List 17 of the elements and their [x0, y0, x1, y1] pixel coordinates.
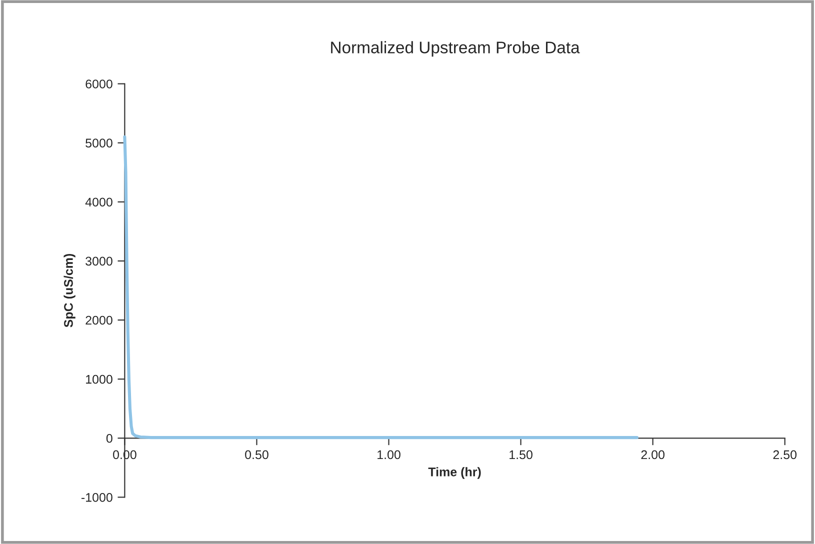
y-tick-label: -1000 — [81, 493, 112, 502]
x-tick-label: 2.00 — [641, 450, 664, 460]
y-tick-label: 2000 — [86, 316, 112, 325]
y-tick-label: 4000 — [85, 198, 112, 207]
line-series — [123, 135, 638, 440]
y-tick-label: 3000 — [86, 256, 112, 266]
y-tick-label: 1000 — [86, 374, 112, 384]
y-tick-label: 6000 — [86, 80, 112, 88]
chart-title: Normalized Upstream Probe Data — [331, 41, 580, 57]
y-tick-label: 0 — [106, 434, 112, 443]
x-axis-title: Time (hr) — [428, 467, 481, 479]
y-tick-label: 5000 — [86, 138, 112, 148]
x-tick-label: 2.50 — [773, 450, 797, 460]
y-axis-title: SpC (uS/cm) — [64, 254, 76, 328]
x-tick-label: 1.50 — [510, 450, 532, 460]
x-tick-label: 1.00 — [378, 450, 400, 460]
x-tick-label: 0.50 — [245, 450, 268, 460]
